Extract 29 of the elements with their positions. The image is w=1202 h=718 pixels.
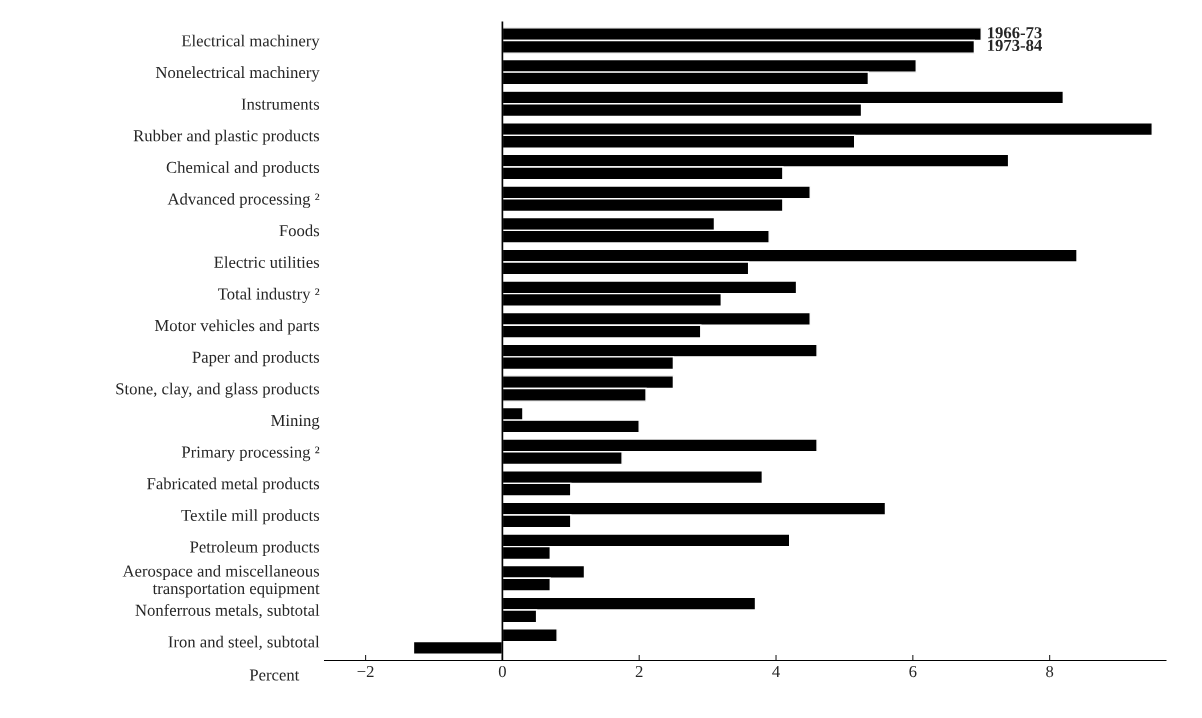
series-label: 1966-73 [988, 27, 1042, 39]
y-tick-label: Motor vehicles and parts [154, 319, 320, 335]
y-tick-label: Petroleum products [190, 540, 320, 557]
x-axis-title: Percent [249, 669, 300, 681]
y-tick-label: Aerospace and miscellaneous transportation equipment [122, 564, 320, 598]
y-tick-label: Foods [279, 224, 320, 237]
y-tick-label: Instruments [241, 98, 320, 110]
y-tick-label: Fabricated metal products [147, 477, 320, 493]
y-tick-label: Nonelectrical machinery [155, 66, 320, 82]
y-tick-label: Textile mill products [181, 509, 320, 525]
y-tick-label: Electric utilities [214, 256, 320, 268]
y-tick-label: Rubber and plastic products [133, 129, 320, 145]
series-label: 1973-84 [988, 39, 1042, 52]
x-tick-label: 0 [498, 665, 506, 678]
y-tick-label: Advanced processing ² [167, 192, 320, 209]
x-tick-label: 6 [909, 665, 917, 678]
y-tick-label: Chemical and products [166, 161, 320, 177]
y-tick-label: Primary processing ² [181, 446, 320, 462]
x-tick-label: 8 [1046, 665, 1054, 678]
y-tick-label: Mining [271, 414, 320, 430]
y-tick-label: Total industry ² [218, 287, 320, 303]
y-tick-label: Iron and steel, subtotal [168, 635, 320, 650]
y-tick-label: Paper and products [192, 351, 320, 367]
x-tick-label: 4 [772, 666, 780, 677]
y-tick-label: Stone, clay, and glass products [116, 382, 320, 398]
x-tick-label: −2 [357, 665, 374, 677]
y-tick-label: Electrical machinery [181, 34, 320, 50]
x-tick-label: 2 [635, 665, 643, 677]
y-tick-label: Nonferrous metals, subtotal [135, 603, 320, 619]
